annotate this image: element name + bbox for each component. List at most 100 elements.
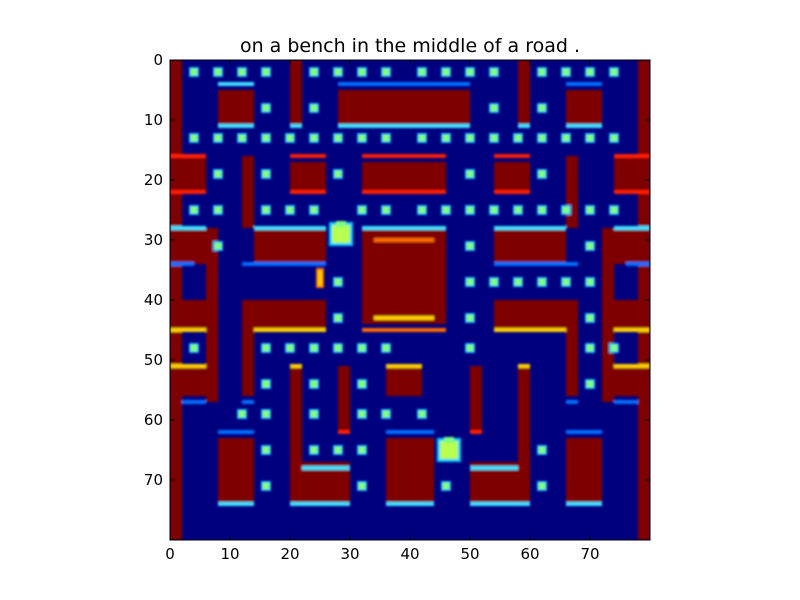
- wall-block: [206, 228, 218, 402]
- wall-block: [218, 90, 254, 126]
- pellet: [466, 242, 474, 250]
- pellet: [262, 344, 270, 352]
- pellet: [418, 410, 426, 418]
- pellet: [310, 410, 318, 418]
- wall-edge: [362, 226, 446, 230]
- wall-edge: [290, 124, 302, 128]
- wall-block: [362, 162, 446, 192]
- pellet: [358, 68, 366, 76]
- pellet: [538, 206, 546, 214]
- wall-edge: [218, 82, 254, 86]
- pellet: [586, 380, 594, 388]
- wall-edge: [614, 400, 638, 404]
- pellet: [262, 206, 270, 214]
- pellet: [490, 278, 498, 286]
- wall-edge: [566, 502, 602, 506]
- pellet: [466, 344, 474, 352]
- wall-block: [566, 156, 578, 228]
- wall-edge: [218, 502, 254, 506]
- wall-block: [362, 228, 446, 324]
- wall-edge: [302, 466, 350, 470]
- wall-edge: [566, 124, 602, 128]
- pellet: [586, 242, 594, 250]
- pellet: [358, 410, 366, 418]
- pellet: [466, 170, 474, 178]
- pellet: [538, 446, 546, 454]
- pellet: [466, 68, 474, 76]
- wall-edge: [290, 364, 302, 368]
- y-tick-label: 0: [153, 51, 163, 69]
- pellet: [262, 68, 270, 76]
- pellet: [538, 134, 546, 142]
- pellet: [214, 134, 222, 142]
- pellet: [214, 242, 222, 250]
- pellet: [586, 314, 594, 322]
- pellet: [418, 206, 426, 214]
- pellet: [334, 170, 342, 178]
- wall-edge: [518, 124, 530, 128]
- y-tick-label: 30: [144, 231, 163, 249]
- wall-edge: [614, 226, 650, 230]
- pellet: [466, 134, 474, 142]
- pellet: [586, 134, 594, 142]
- wall-edge: [290, 154, 326, 158]
- wall-edge: [362, 154, 446, 158]
- wall-block: [494, 162, 530, 192]
- wall-edge: [614, 364, 650, 368]
- wall-block: [518, 366, 530, 462]
- wall-edge: [494, 190, 530, 194]
- sprite: [440, 441, 458, 459]
- pellet: [586, 206, 594, 214]
- wall-block: [170, 156, 206, 192]
- wall-edge: [518, 364, 530, 368]
- pellet: [358, 344, 366, 352]
- pellet: [334, 344, 342, 352]
- chart-title: on a bench in the middle of a road .: [239, 35, 581, 57]
- pellet: [490, 104, 498, 112]
- wall-block: [338, 90, 470, 126]
- pellet: [238, 410, 246, 418]
- pellet: [466, 314, 474, 322]
- wall-edge: [494, 226, 566, 230]
- wall-edge: [470, 466, 518, 470]
- x-tick-label: 60: [520, 545, 539, 563]
- wall-block: [242, 330, 254, 396]
- wall-block: [518, 60, 530, 126]
- pellet: [382, 206, 390, 214]
- pellet: [358, 206, 366, 214]
- wall-edge: [170, 190, 206, 194]
- wall-edge: [494, 154, 530, 158]
- y-tick-label: 70: [144, 471, 163, 489]
- pellet: [262, 104, 270, 112]
- pellet: [538, 482, 546, 490]
- wall-block: [386, 438, 434, 504]
- wall-block: [602, 228, 614, 402]
- pellet: [262, 446, 270, 454]
- pellet: [538, 68, 546, 76]
- pellet: [190, 134, 198, 142]
- wall-block: [290, 162, 326, 192]
- wall-block: [242, 156, 254, 228]
- wall-block: [566, 330, 578, 396]
- wall-edge: [362, 190, 446, 194]
- x-tick-label: 40: [400, 545, 419, 563]
- pellet: [538, 170, 546, 178]
- wall-block: [290, 366, 302, 462]
- pellet: [262, 482, 270, 490]
- wall-edge: [218, 124, 254, 128]
- wall-edge: [386, 430, 434, 434]
- pellet: [490, 68, 498, 76]
- pellet: [382, 410, 390, 418]
- wall-edge: [374, 316, 434, 320]
- wall-block: [494, 228, 566, 264]
- wall-edge: [614, 328, 650, 332]
- wall-edge: [362, 328, 446, 332]
- pellet: [190, 68, 198, 76]
- wall-edge: [218, 430, 254, 434]
- wall-block: [494, 300, 578, 330]
- pellet: [358, 482, 366, 490]
- wall-block: [566, 438, 602, 504]
- wall-edge: [494, 262, 578, 266]
- pellet: [238, 68, 246, 76]
